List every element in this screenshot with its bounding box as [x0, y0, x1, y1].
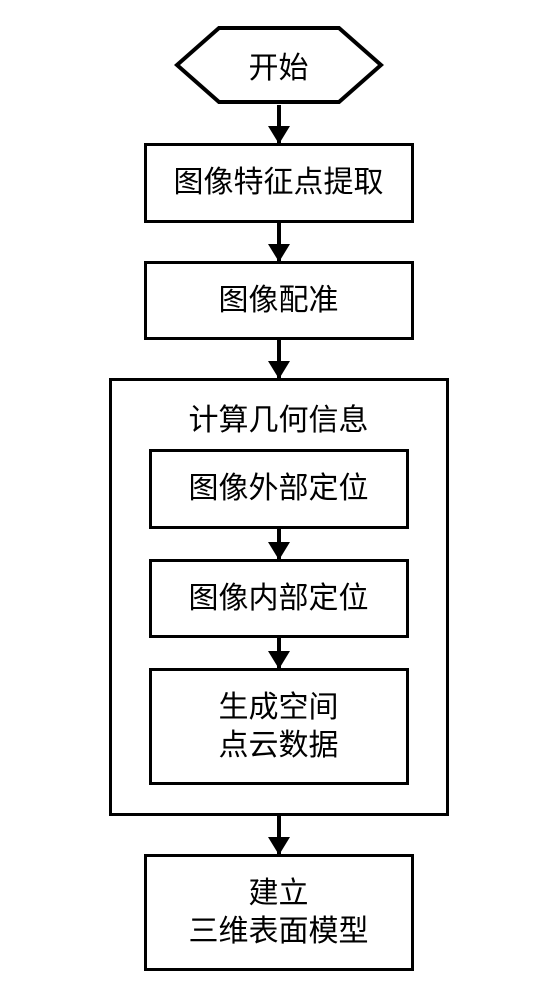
- flowchart: 开始 图像特征点提取 图像配准 计算几何信息 图像外部定位 图像内部定位 生成空…: [109, 25, 449, 1000]
- arrow-4: [277, 816, 281, 854]
- sub3-node: 生成空间 点云数据: [149, 668, 409, 785]
- start-node: 开始: [174, 25, 384, 105]
- sub2-node: 图像内部定位: [149, 559, 409, 639]
- arrow-3: [277, 340, 281, 378]
- sub3-label: 生成空间 点云数据: [219, 689, 339, 764]
- step4-label: 建立 三维表面模型: [189, 875, 369, 950]
- arrow-2: [277, 223, 281, 261]
- sub1-label: 图像外部定位: [189, 470, 369, 508]
- step2-label: 图像配准: [219, 282, 339, 320]
- arrow-sub2: [277, 638, 281, 668]
- group-title: 计算几何信息: [189, 395, 369, 439]
- step1-node: 图像特征点提取: [144, 143, 414, 223]
- step1-label: 图像特征点提取: [174, 164, 384, 202]
- step4-node: 建立 三维表面模型: [144, 854, 414, 971]
- sub2-label: 图像内部定位: [189, 580, 369, 618]
- arrow-1: [277, 105, 281, 143]
- start-label: 开始: [174, 25, 384, 105]
- arrow-sub1: [277, 529, 281, 559]
- sub1-node: 图像外部定位: [149, 449, 409, 529]
- group-node: 计算几何信息 图像外部定位 图像内部定位 生成空间 点云数据: [109, 378, 449, 816]
- step2-node: 图像配准: [144, 261, 414, 341]
